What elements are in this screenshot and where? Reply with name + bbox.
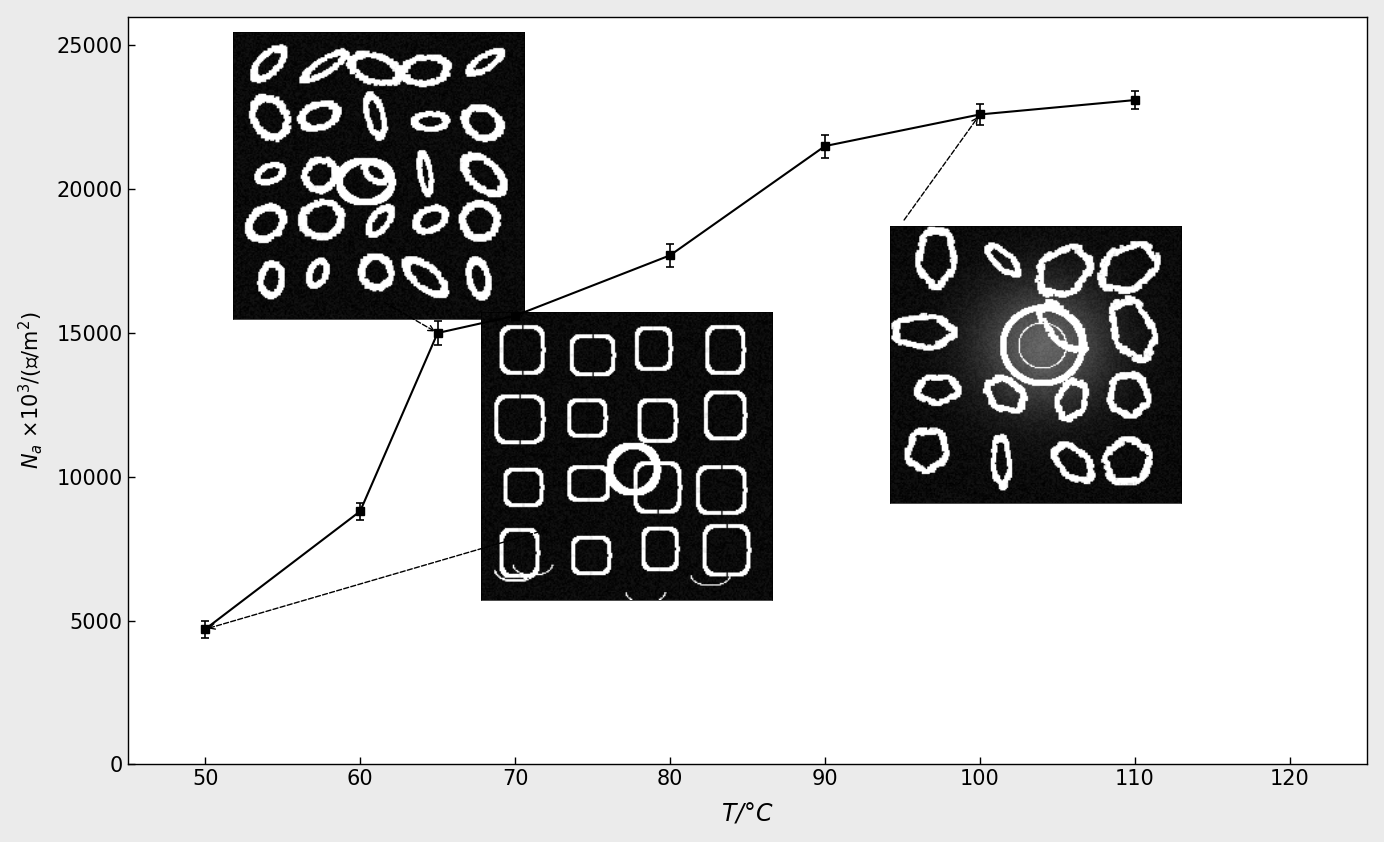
X-axis label: $T$/°C: $T$/°C bbox=[721, 801, 774, 825]
Y-axis label: $N_a$ ×10$^3$/(个/m$^2$): $N_a$ ×10$^3$/(个/m$^2$) bbox=[17, 312, 46, 469]
